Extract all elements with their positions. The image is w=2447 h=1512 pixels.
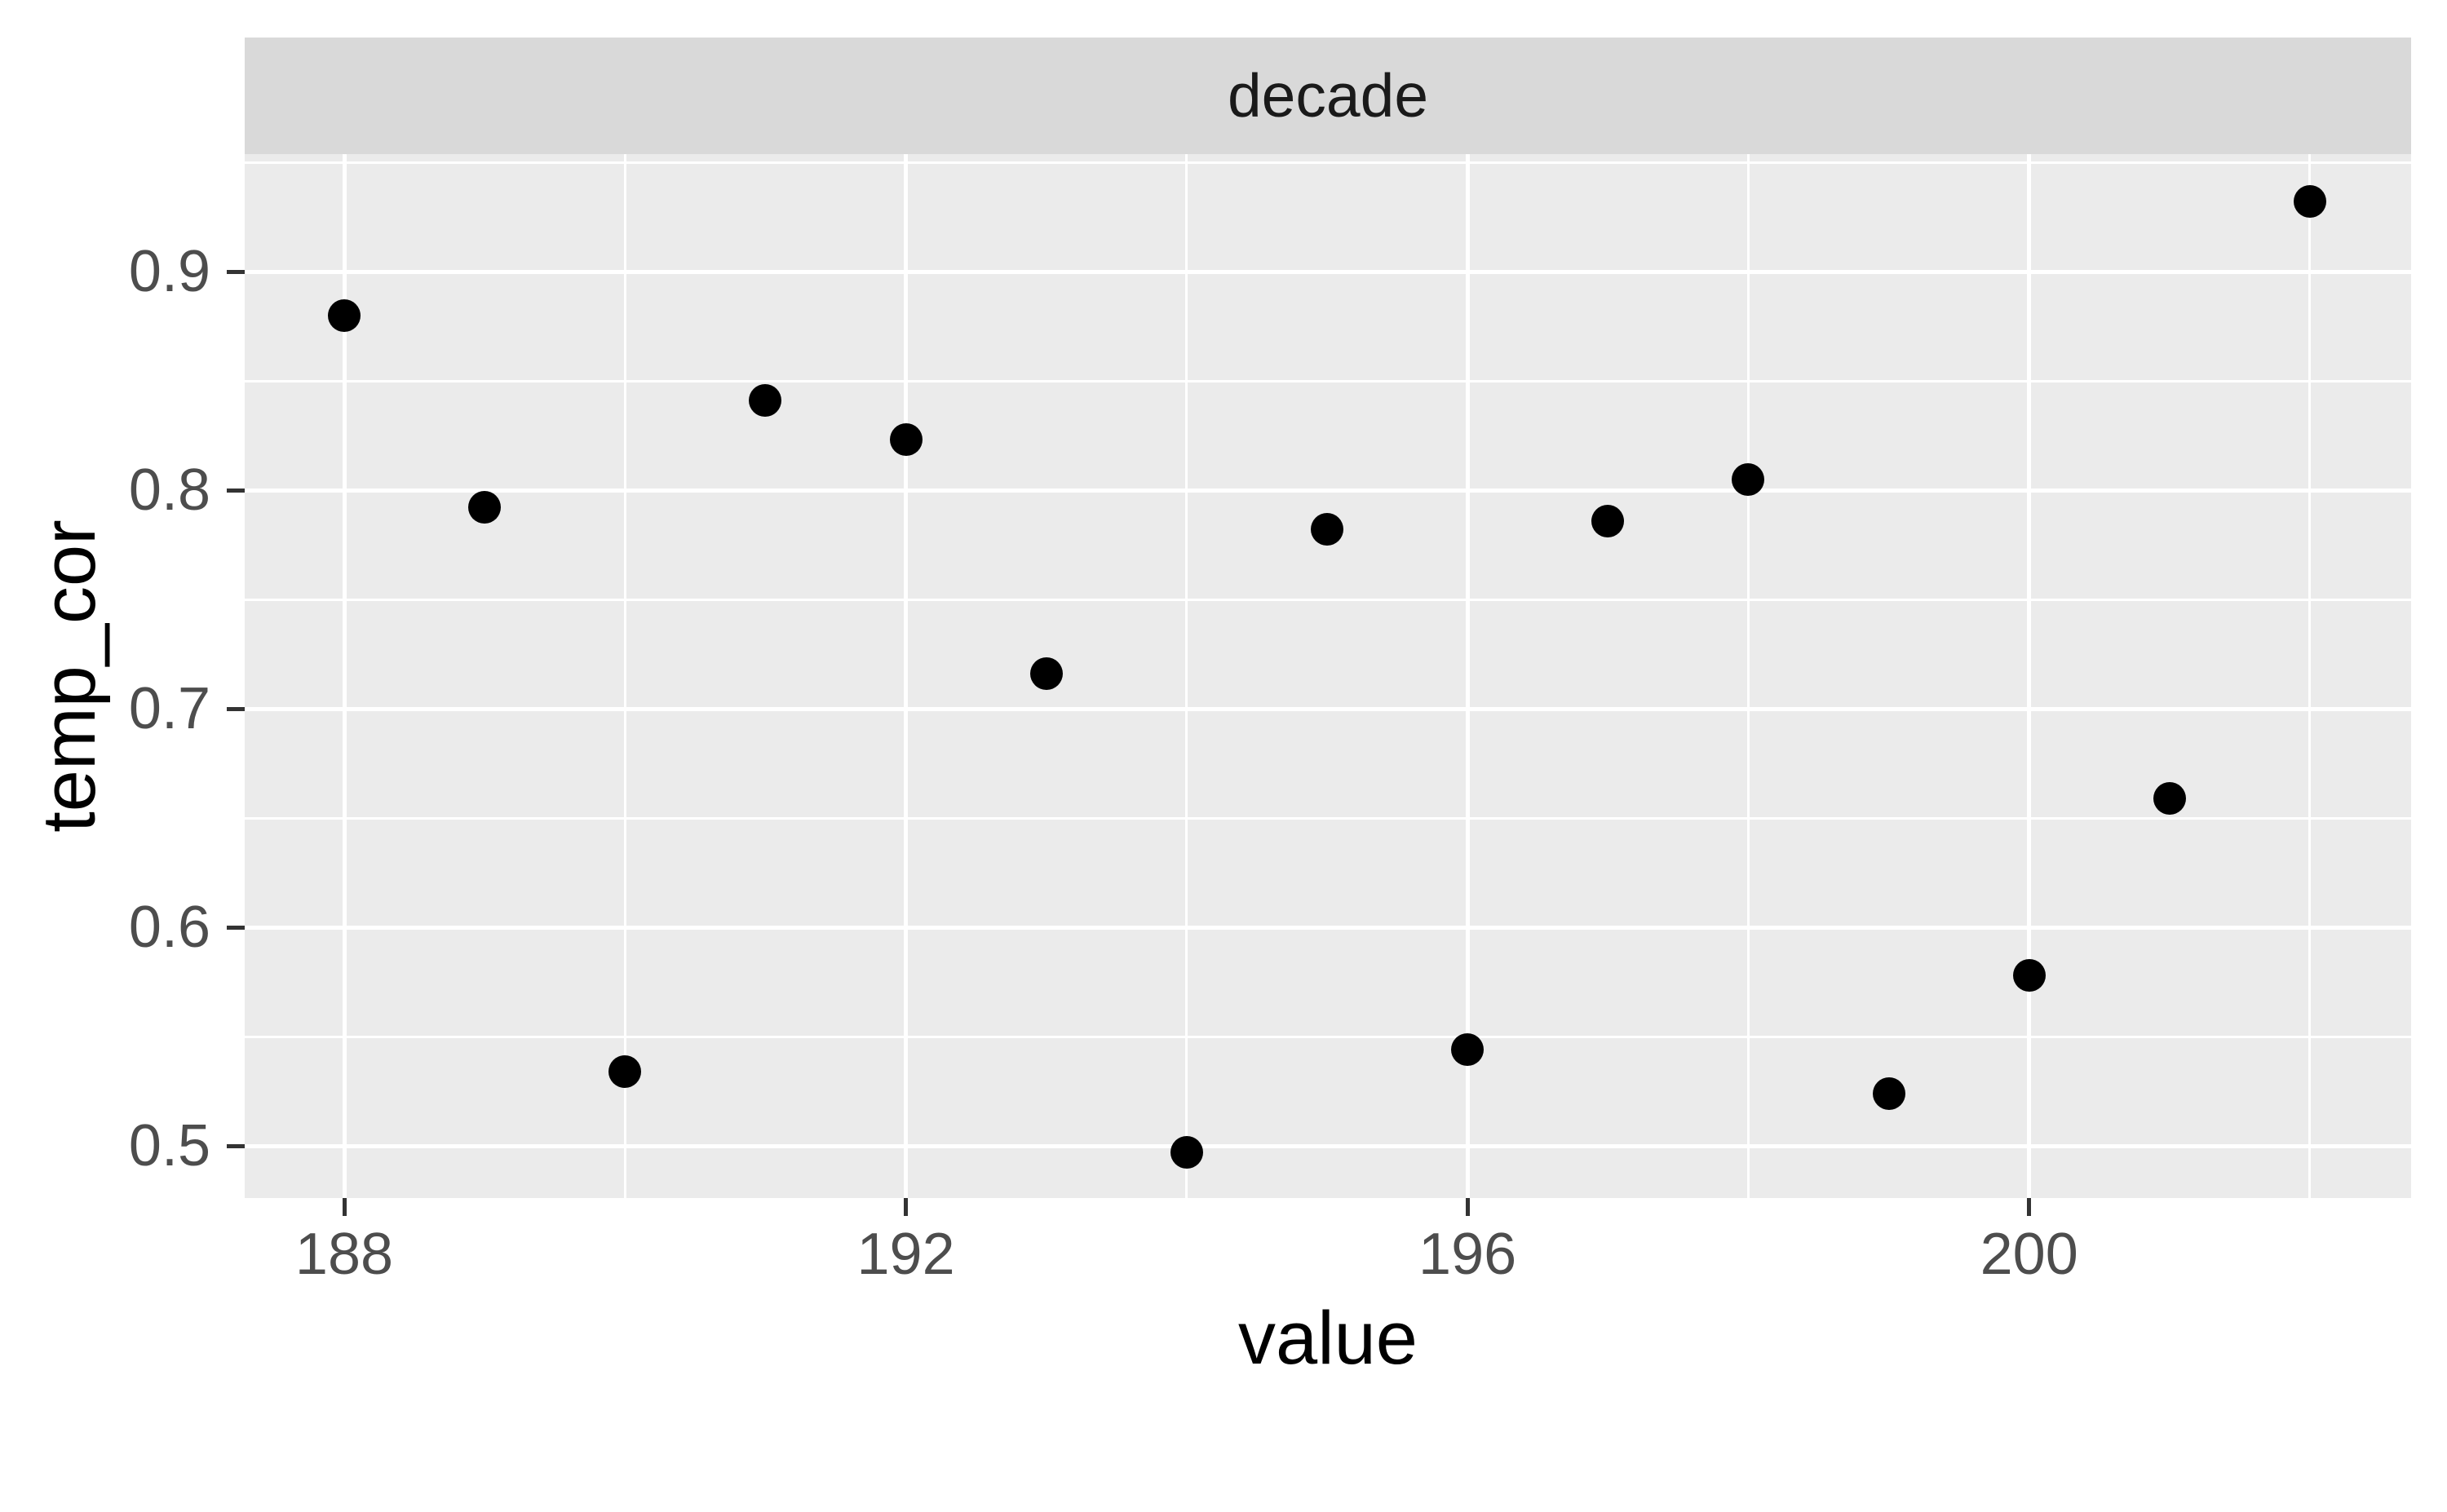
y-axis-tick-mark (227, 706, 245, 711)
data-point (1451, 1033, 1485, 1067)
x-axis-tick-label: 200 (1980, 1222, 2078, 1287)
y-axis-tick-mark (227, 1143, 245, 1148)
y-axis-tick-label: 0.6 (128, 895, 210, 960)
facet-strip: decade (245, 38, 2411, 154)
major-gridline-horizontal (245, 925, 2411, 930)
major-gridline-horizontal (245, 1143, 2411, 1148)
data-point (1872, 1077, 1905, 1110)
y-axis-title: temp_cor (28, 519, 111, 833)
x-axis-tick-mark (1465, 1198, 1470, 1216)
y-axis-tick-label: 0.9 (128, 239, 210, 304)
y-axis-tick-mark (227, 269, 245, 274)
minor-gridline-horizontal (245, 161, 2411, 164)
minor-gridline-vertical (623, 154, 626, 1198)
data-point (1591, 504, 1625, 537)
minor-gridline-horizontal (245, 1035, 2411, 1038)
major-gridline-horizontal (245, 706, 2411, 711)
minor-gridline-horizontal (245, 379, 2411, 382)
data-point (2293, 185, 2326, 219)
data-point (468, 491, 502, 524)
y-axis-tick-mark (227, 925, 245, 930)
minor-gridline-vertical (2308, 154, 2312, 1198)
minor-gridline-horizontal (245, 598, 2411, 601)
data-point (2153, 781, 2186, 815)
x-axis-tick-mark (904, 1198, 909, 1216)
data-point (1310, 513, 1343, 546)
minor-gridline-vertical (1185, 154, 1188, 1198)
plot-panel (245, 154, 2411, 1198)
x-axis-tick-label: 196 (1418, 1222, 1517, 1287)
data-point (749, 384, 782, 418)
y-axis-tick-mark (227, 488, 245, 493)
minor-gridline-vertical (1746, 154, 1750, 1198)
major-gridline-vertical (1465, 154, 1470, 1198)
x-axis-tick-label: 192 (856, 1222, 955, 1287)
facet-strip-label: decade (1227, 61, 1429, 130)
data-point (889, 423, 923, 457)
x-axis-tick-label: 188 (294, 1222, 394, 1287)
data-point (2012, 958, 2046, 992)
major-gridline-vertical (904, 154, 909, 1198)
data-point (608, 1054, 642, 1088)
x-axis-tick-mark (2027, 1198, 2032, 1216)
major-gridline-vertical (2027, 154, 2032, 1198)
data-point (1170, 1136, 1203, 1169)
minor-gridline-horizontal (245, 816, 2411, 820)
y-axis-tick-label: 0.7 (128, 676, 210, 741)
major-gridline-horizontal (245, 269, 2411, 274)
y-axis-tick-label: 0.5 (128, 1113, 210, 1178)
data-point (1732, 462, 1765, 496)
major-gridline-horizontal (245, 488, 2411, 493)
data-point (328, 298, 361, 332)
x-axis-title: value (1238, 1297, 1418, 1380)
x-axis-tick-mark (342, 1198, 347, 1216)
major-gridline-vertical (342, 154, 347, 1198)
data-point (1029, 657, 1063, 691)
y-axis-tick-label: 0.8 (128, 458, 210, 523)
